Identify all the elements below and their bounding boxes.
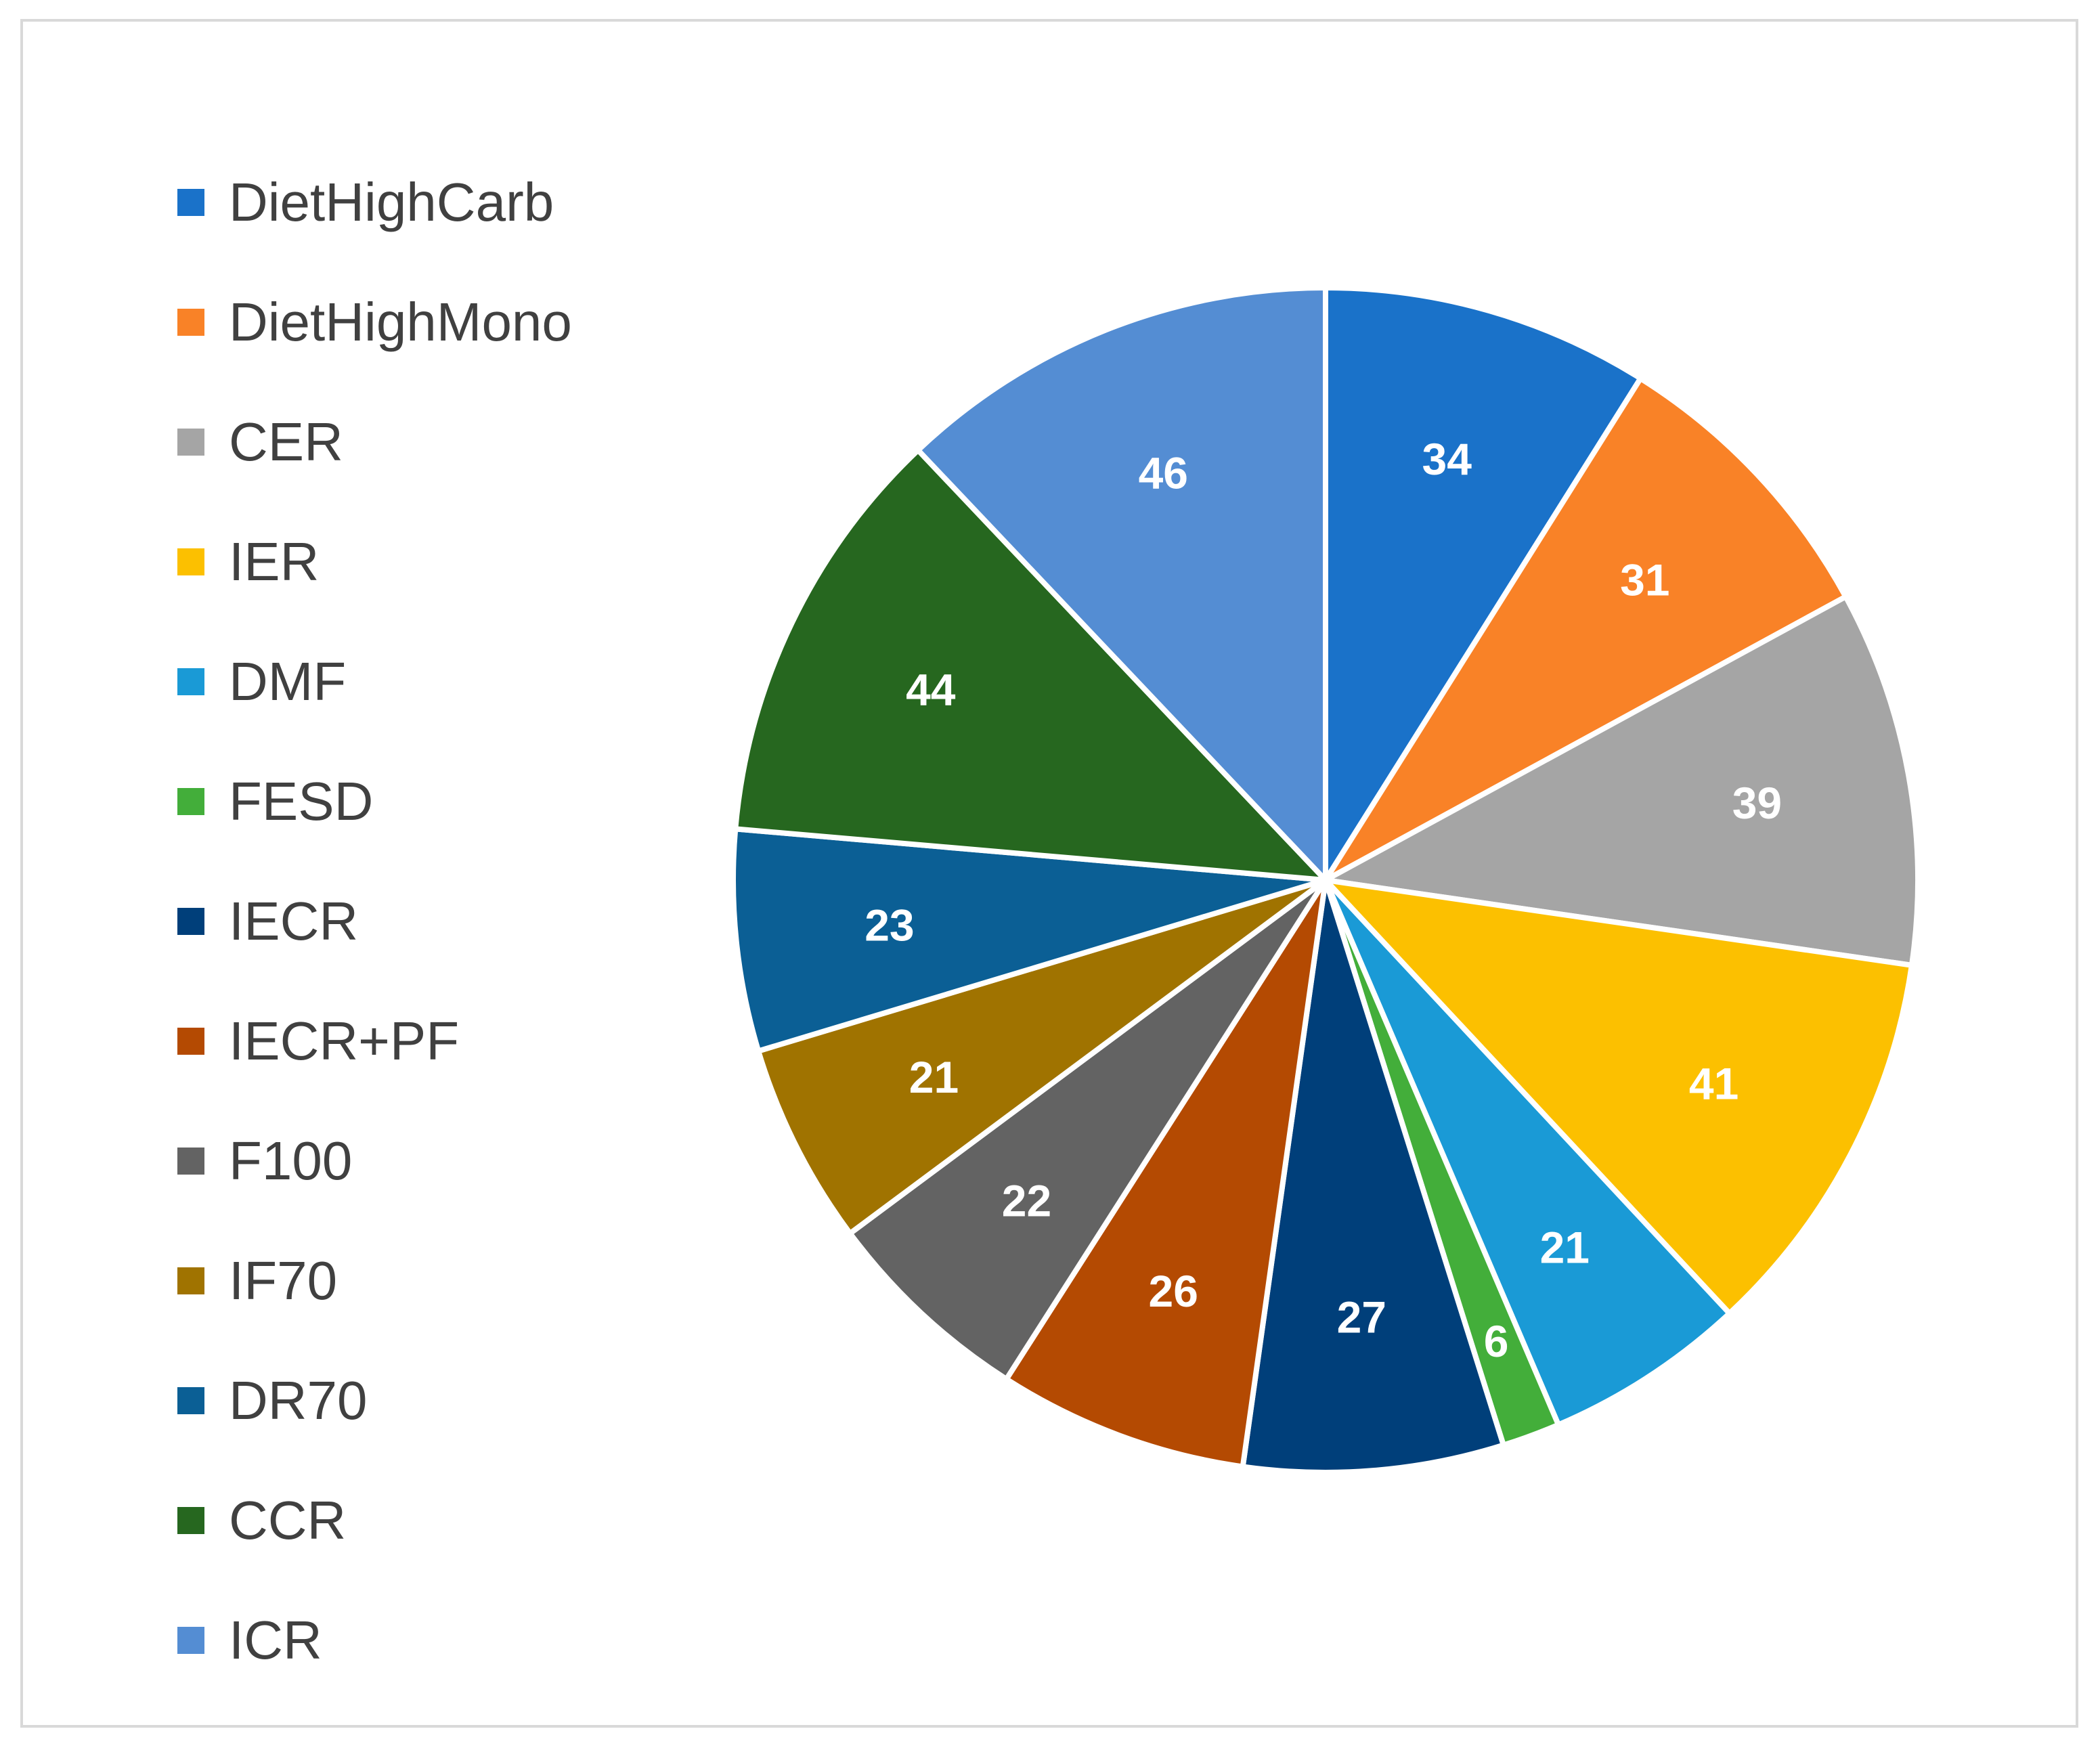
legend-swatch [177, 428, 204, 456]
legend-swatch [177, 548, 204, 575]
legend-label: IF70 [229, 1250, 338, 1311]
legend-swatch [177, 1027, 204, 1055]
legend-item: DMF [177, 621, 692, 741]
data-label: 46 [1139, 448, 1188, 498]
legend-item: CCR [177, 1460, 692, 1580]
legend-item: IECR [177, 861, 692, 981]
legend-swatch [177, 907, 204, 935]
legend-label: F100 [229, 1130, 353, 1191]
legend-item: FESD [177, 741, 692, 861]
legend-item: IECR+PF [177, 981, 692, 1101]
legend-swatch [177, 188, 204, 216]
legend-swatch [177, 1626, 204, 1654]
legend-item: F100 [177, 1101, 692, 1221]
data-label: 27 [1337, 1292, 1386, 1342]
data-label: 6 [1484, 1316, 1509, 1366]
pie-slice [1323, 877, 1915, 1317]
legend-label: DietHighCarb [229, 171, 554, 232]
pie-slice [1003, 877, 1328, 1470]
pie-slice [1323, 594, 1921, 968]
legend-swatch [177, 1147, 204, 1175]
pie-slice [1240, 877, 1506, 1475]
legend-label: DR70 [229, 1370, 368, 1430]
data-label: 39 [1732, 778, 1782, 828]
legend-label: IER [229, 531, 320, 592]
legend-item: DietHighMono [177, 262, 692, 382]
legend-swatch [177, 1506, 204, 1534]
pie-slice [1323, 877, 1732, 1428]
data-label: 22 [1002, 1176, 1051, 1226]
pie-slice [730, 826, 1328, 1054]
legend-label: IECR [229, 890, 359, 951]
data-label: 34 [1422, 434, 1472, 484]
legend-item: ICR [177, 1580, 692, 1700]
legend-item: DietHighCarb [177, 142, 692, 262]
legend-swatch [177, 308, 204, 336]
legend-item: IF70 [177, 1221, 692, 1340]
data-label: 26 [1148, 1266, 1198, 1316]
legend-label: IECR+PF [229, 1010, 460, 1071]
data-label: 21 [1540, 1223, 1590, 1273]
pie-slice [756, 877, 1328, 1236]
data-label: 21 [909, 1052, 959, 1102]
data-label: 44 [906, 665, 956, 715]
data-label: 23 [865, 900, 914, 951]
legend-swatch [177, 1267, 204, 1294]
pie-slice [1323, 285, 1644, 883]
legend-swatch [177, 1386, 204, 1414]
pie-slice [732, 447, 1328, 883]
legend-label: DMF [229, 651, 347, 712]
legend-label: FESD [229, 770, 374, 831]
legend: DietHighCarb DietHighMono CER IER DMF FE… [177, 142, 692, 1700]
pie-slice [847, 877, 1328, 1382]
legend-label: ICR [229, 1609, 322, 1670]
legend-swatch [177, 668, 204, 695]
legend-item: DR70 [177, 1340, 692, 1460]
data-label: 31 [1620, 555, 1669, 605]
legend-label: CCR [229, 1489, 347, 1550]
legend-item: IER [177, 502, 692, 621]
legend-label: DietHighMono [229, 291, 572, 352]
legend-item: CER [177, 382, 692, 502]
legend-swatch [177, 787, 204, 815]
pie-slice [1323, 375, 1849, 883]
pie-slice [915, 285, 1328, 883]
data-label: 41 [1689, 1058, 1738, 1108]
legend-label: CER [229, 411, 343, 472]
